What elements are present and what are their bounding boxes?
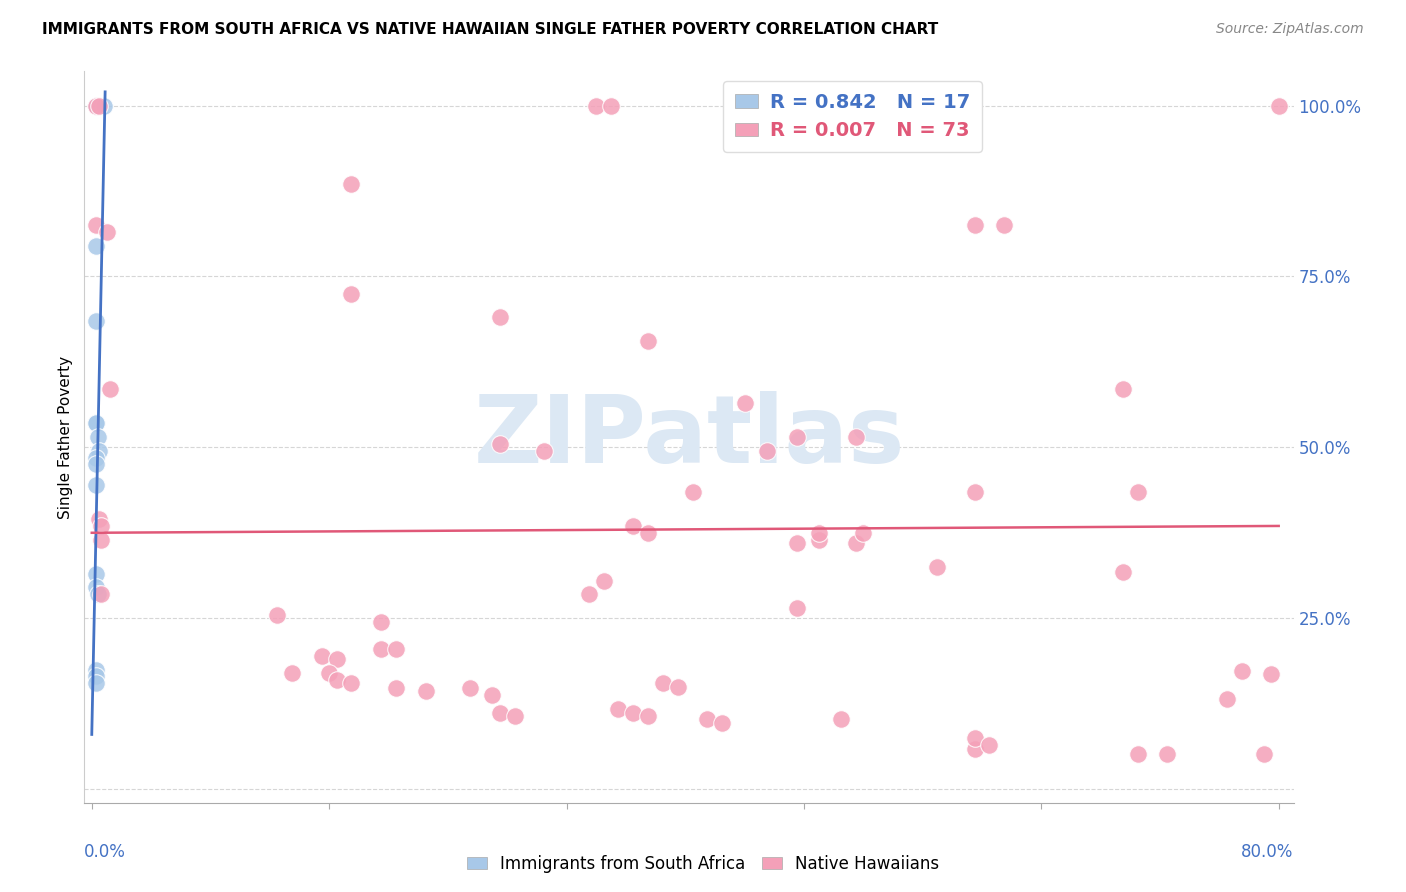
Point: [845, 430, 868, 444]
Point: [1126, 484, 1149, 499]
Point: [89, 98, 111, 112]
Point: [340, 177, 363, 191]
Point: [415, 684, 437, 698]
Point: [711, 715, 734, 730]
Point: [84, 450, 107, 465]
Point: [84, 98, 107, 112]
Point: [84, 314, 107, 328]
Point: [1260, 667, 1282, 681]
Point: [786, 536, 808, 550]
Point: [84, 581, 107, 595]
Point: [311, 648, 333, 663]
Point: [1156, 747, 1178, 761]
Point: [1112, 565, 1135, 579]
Point: [84, 478, 107, 492]
Point: [1267, 98, 1289, 112]
Point: [318, 665, 340, 680]
Point: [281, 665, 304, 680]
Point: [533, 443, 555, 458]
Point: [830, 713, 852, 727]
Text: Source: ZipAtlas.com: Source: ZipAtlas.com: [1216, 22, 1364, 37]
Point: [89, 512, 111, 526]
Point: [963, 731, 986, 745]
Point: [385, 642, 408, 657]
Point: [90, 533, 112, 547]
Point: [807, 525, 830, 540]
Text: IMMIGRANTS FROM SOUTH AFRICA VS NATIVE HAWAIIAN SINGLE FATHER POVERTY CORRELATIO: IMMIGRANTS FROM SOUTH AFRICA VS NATIVE H…: [42, 22, 938, 37]
Text: 0.0%: 0.0%: [84, 843, 127, 861]
Point: [340, 676, 363, 690]
Point: [370, 642, 392, 657]
Point: [963, 742, 986, 756]
Point: [1126, 747, 1149, 761]
Point: [845, 536, 868, 550]
Point: [84, 218, 107, 232]
Point: [503, 709, 526, 723]
Point: [340, 286, 363, 301]
Point: [93, 98, 115, 112]
Point: [84, 676, 107, 690]
Point: [637, 334, 659, 349]
Point: [481, 688, 503, 702]
Point: [807, 533, 830, 547]
Point: [621, 519, 644, 533]
Point: [84, 663, 107, 677]
Point: [607, 702, 630, 716]
Point: [979, 738, 1001, 752]
Point: [84, 458, 107, 472]
Point: [98, 382, 121, 396]
Point: [696, 713, 718, 727]
Point: [84, 98, 107, 112]
Point: [84, 417, 107, 431]
Point: [90, 519, 112, 533]
Point: [325, 673, 347, 687]
Legend: Immigrants from South Africa, Native Hawaiians: Immigrants from South Africa, Native Haw…: [460, 848, 946, 880]
Legend: R = 0.842   N = 17, R = 0.007   N = 73: R = 0.842 N = 17, R = 0.007 N = 73: [723, 81, 981, 153]
Point: [734, 396, 756, 410]
Point: [585, 98, 607, 112]
Point: [86, 587, 108, 601]
Text: 80.0%: 80.0%: [1241, 843, 1294, 861]
Point: [600, 98, 623, 112]
Text: ZIPatlas: ZIPatlas: [474, 391, 904, 483]
Y-axis label: Single Father Poverty: Single Father Poverty: [58, 356, 73, 518]
Point: [852, 525, 875, 540]
Point: [786, 430, 808, 444]
Point: [666, 680, 689, 694]
Point: [90, 587, 112, 601]
Point: [84, 669, 107, 683]
Point: [96, 225, 118, 239]
Point: [963, 484, 986, 499]
Point: [592, 574, 614, 588]
Point: [84, 566, 107, 581]
Point: [1253, 747, 1275, 761]
Point: [682, 484, 704, 499]
Point: [1230, 664, 1253, 678]
Point: [1112, 382, 1135, 396]
Point: [325, 652, 347, 666]
Point: [488, 437, 510, 451]
Point: [637, 709, 659, 723]
Point: [89, 443, 111, 458]
Point: [637, 525, 659, 540]
Point: [786, 601, 808, 615]
Point: [266, 607, 288, 622]
Point: [84, 417, 107, 431]
Point: [963, 218, 986, 232]
Point: [578, 587, 600, 601]
Point: [84, 238, 107, 252]
Point: [621, 706, 644, 720]
Point: [993, 218, 1015, 232]
Point: [385, 681, 408, 695]
Point: [488, 706, 510, 720]
Point: [370, 615, 392, 629]
Point: [927, 560, 949, 574]
Point: [488, 310, 510, 325]
Point: [652, 676, 675, 690]
Point: [458, 681, 481, 695]
Point: [755, 443, 778, 458]
Point: [86, 430, 108, 444]
Point: [1216, 692, 1239, 706]
